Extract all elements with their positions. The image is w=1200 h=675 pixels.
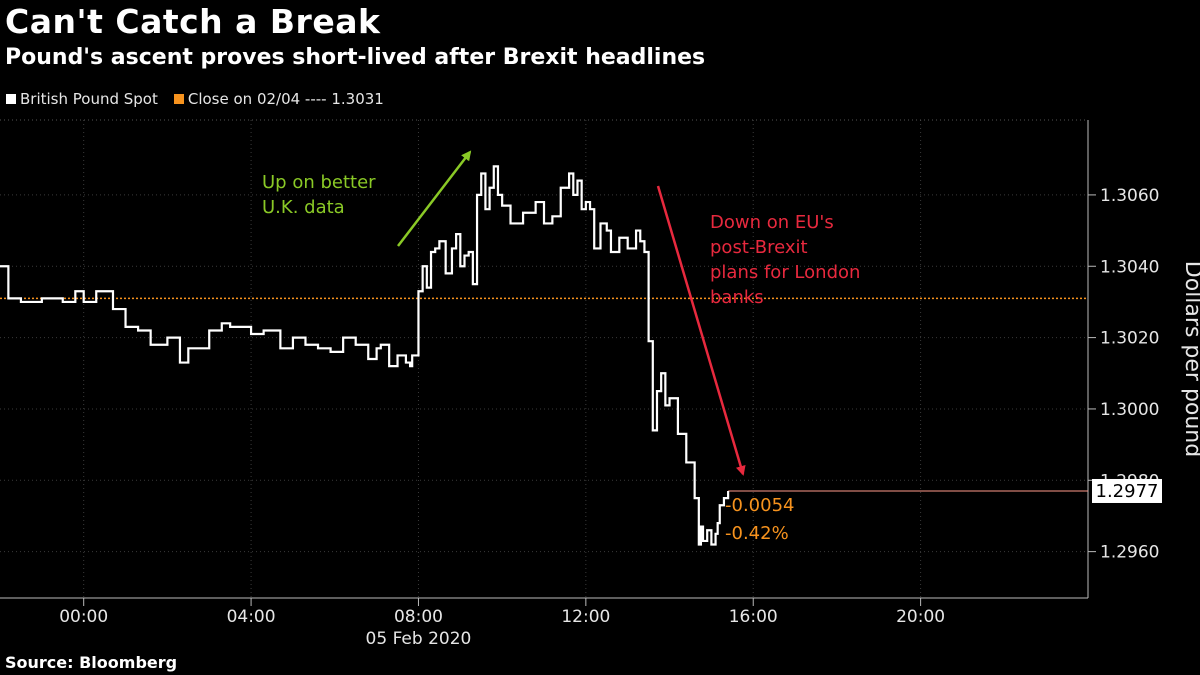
x-tick-label: 12:00 — [561, 607, 610, 627]
y-tick-label: 1.3000 — [1100, 400, 1159, 420]
last-value-box — [1092, 478, 1162, 503]
y-tick-label: 1.2960 — [1100, 543, 1159, 563]
grid-lines — [0, 120, 1088, 598]
annotation-down-text: plans for London — [710, 262, 860, 283]
change-label: -0.42% — [725, 523, 789, 544]
x-tick-label: 04:00 — [227, 607, 276, 627]
annotation-up-text: U.K. data — [262, 197, 345, 218]
x-tick-label: 08:00 — [394, 607, 443, 627]
annotation-up-text: Up on better — [262, 172, 376, 193]
legend-item-close: Close on 02/04 ---- 1.3031 — [173, 90, 384, 108]
last-value-label: 1.2977 — [1096, 481, 1159, 502]
y-axis-title: Dollars per pound — [1180, 261, 1200, 457]
legend-label-close: Close on 02/04 ---- 1.3031 — [187, 90, 384, 108]
x-tick-label: 16:00 — [729, 607, 778, 627]
annotation-down-arrow — [656, 185, 746, 476]
annotation-down-text: banks — [710, 287, 764, 308]
source-note: Source: Bloomberg — [5, 653, 178, 672]
x-axis-label: 05 Feb 2020 — [366, 629, 472, 649]
chart-title: Can't Catch a Break — [5, 2, 381, 41]
legend-swatch-spot — [6, 94, 16, 104]
legend-label-spot: British Pound Spot — [20, 90, 158, 108]
annotations: Up on better U.K. data Down on EU's post-Br… — [262, 150, 860, 476]
y-tick-label: 1.3040 — [1100, 257, 1159, 277]
series-group — [0, 165, 730, 546]
annotation-down-text: post-Brexit — [710, 237, 808, 258]
tick-labels: 00:00 04:00 08:00 12:00 16:00 20:00 05 Feb 202… — [59, 186, 1200, 649]
legend-item-spot: British Pound Spot — [6, 90, 158, 108]
x-tick-label: 00:00 — [59, 607, 108, 627]
y-tick-label: 1.3020 — [1100, 329, 1159, 349]
change-label: -0.0054 — [725, 495, 794, 516]
x-tick-label: 20:00 — [896, 607, 945, 627]
legend: British Pound Spot Close on 02/04 ---- 1… — [6, 90, 400, 108]
series-line-gbp-spot — [0, 165, 730, 546]
axes — [0, 119, 1096, 606]
chart-subtitle: Pound's ascent proves short-lived after … — [5, 45, 706, 70]
legend-swatch-close — [173, 94, 184, 104]
annotation-down-text: Down on EU's — [710, 212, 834, 233]
annotation-up-arrow — [397, 150, 472, 247]
y-tick-label: 1.3060 — [1100, 186, 1159, 206]
